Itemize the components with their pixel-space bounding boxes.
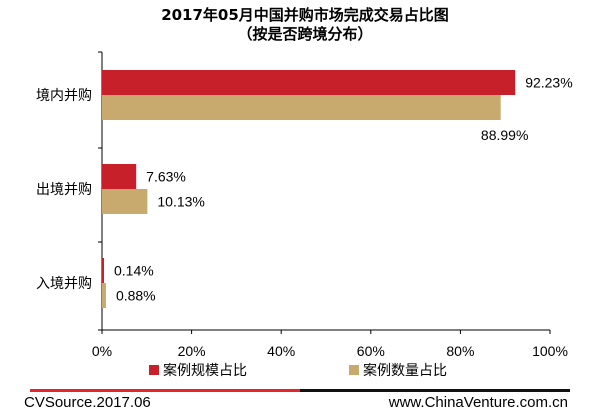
footer-line-red [30, 389, 300, 392]
data-label: 10.13% [157, 194, 204, 210]
chart-subtitle: （按是否跨境分布） [237, 25, 373, 43]
x-tick-label: 60% [357, 343, 385, 359]
data-label: 7.63% [146, 169, 186, 185]
footer-source: CVSource.2017.06 [24, 394, 151, 411]
data-label: 0.88% [116, 288, 156, 304]
bar [102, 189, 148, 214]
legend-swatch [149, 365, 159, 375]
x-tick-label: 20% [178, 343, 206, 359]
bar [102, 95, 501, 120]
legend-label: 案例规模占比 [163, 362, 247, 378]
chart-title: 2017年05月中国并购市场完成交易占比图 [161, 6, 449, 24]
bar [102, 70, 516, 95]
bar [102, 164, 137, 189]
x-tick-label: 40% [267, 343, 295, 359]
legend-label: 案例数量占比 [363, 362, 447, 378]
bar [102, 258, 104, 283]
x-tick-label: 80% [446, 343, 474, 359]
x-tick-label: 100% [532, 343, 568, 359]
footer-line-black [300, 389, 570, 392]
category-label: 出境并购 [36, 181, 92, 197]
legend-swatch [349, 365, 359, 375]
data-label: 0.14% [114, 263, 154, 279]
category-label: 境内并购 [36, 87, 92, 103]
footer-website: www.ChinaVenture.com.cn [388, 394, 568, 411]
data-label: 92.23% [525, 75, 572, 91]
bar [102, 283, 106, 308]
x-tick-label: 0% [92, 343, 112, 359]
category-label: 入境并购 [36, 275, 92, 291]
data-label: 88.99% [481, 127, 528, 143]
